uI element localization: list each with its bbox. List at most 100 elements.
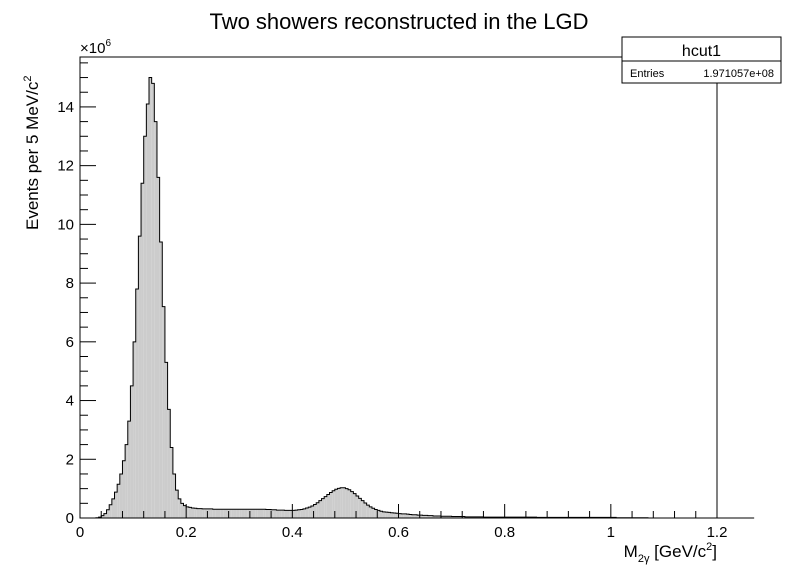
x-axis-label-sup: 2: [706, 541, 712, 553]
histogram-bin: [239, 509, 242, 518]
histogram-bin: [268, 509, 272, 518]
histogram-bin: [422, 515, 426, 518]
histogram-bin: [146, 103, 150, 518]
histogram-bin: [297, 509, 301, 518]
histogram-bin: [281, 510, 285, 518]
histogram-bin: [257, 509, 261, 518]
y-tick-label: 2: [66, 451, 74, 468]
histogram-bin: [276, 510, 280, 518]
x-axis-label-base: M: [624, 542, 638, 561]
histogram-bin: [414, 514, 418, 518]
histogram-bin: [292, 510, 295, 518]
histogram-bin: [435, 515, 439, 518]
histogram-bin: [395, 513, 399, 518]
histogram-bin: [393, 513, 396, 518]
histogram-bin: [263, 509, 266, 518]
histogram-bin: [470, 516, 473, 518]
histogram-bin: [321, 498, 325, 518]
histogram-bin: [199, 508, 203, 518]
histogram-bin: [398, 513, 402, 518]
histogram-bin: [287, 510, 290, 518]
histogram-bin: [247, 509, 250, 518]
stats-box: hcut1 Entries 1.971057e+08: [621, 36, 782, 84]
x-tick-label: 0.4: [282, 524, 303, 541]
histogram-bin: [223, 509, 226, 518]
histogram-bin: [114, 492, 118, 518]
histogram-bin: [308, 507, 311, 518]
y-tick-label: 12: [57, 158, 74, 175]
x-axis-label-close: ]: [712, 542, 717, 561]
histogram-bin: [456, 516, 460, 518]
histogram-bin: [462, 516, 465, 518]
histogram-bin: [228, 509, 232, 518]
histogram-bin: [164, 362, 168, 518]
histogram-bin: [218, 509, 221, 518]
histogram-bin: [186, 506, 189, 518]
histogram-bin: [448, 516, 452, 518]
histogram-bin: [178, 498, 181, 518]
histogram-bin: [220, 509, 224, 518]
chart-title: Two showers reconstructed in the LGD: [209, 9, 588, 34]
histogram-bin: [154, 121, 157, 518]
stats-entries-value: 1.971057e+08: [703, 68, 774, 80]
histogram-bin: [472, 516, 476, 518]
histogram-bin: [103, 513, 107, 518]
histogram-bin: [459, 516, 463, 518]
histogram-bin: [440, 516, 444, 518]
histogram-bin: [265, 509, 269, 518]
histogram-bin: [310, 505, 314, 518]
x-tick-label: 1: [607, 524, 615, 541]
histogram-bin: [409, 514, 412, 518]
histogram-bin: [236, 509, 240, 518]
histogram-bin: [151, 83, 155, 518]
histogram-bin: [149, 77, 152, 518]
histogram-bin: [249, 509, 253, 518]
x-tick-label: 1.2: [707, 524, 728, 541]
histogram-bin: [109, 504, 112, 518]
histogram-bin: [167, 409, 171, 518]
histogram-bin: [196, 508, 200, 518]
histogram-bin: [387, 512, 391, 518]
histogram-bin: [358, 498, 362, 518]
histogram-bin: [231, 509, 234, 518]
histogram-bin: [225, 509, 229, 518]
histogram-bin: [425, 515, 428, 518]
histogram-bin: [302, 508, 306, 518]
histogram-bin: [305, 508, 309, 518]
histogram-bin: [417, 515, 420, 518]
histogram-bin: [451, 516, 455, 518]
histogram-outline: [80, 77, 755, 519]
histogram-bins: [95, 77, 648, 519]
stats-box-title: hcut1: [682, 43, 721, 60]
histogram-bin: [183, 505, 187, 518]
y-multiplier: ×106: [80, 38, 111, 57]
histogram-bin: [111, 498, 115, 518]
histogram-bin: [326, 494, 330, 518]
histogram-bin: [475, 516, 479, 518]
histogram-bin: [188, 507, 192, 518]
histogram-bin: [342, 487, 346, 518]
histogram-bin: [464, 516, 468, 518]
histogram-bin: [382, 511, 386, 518]
histogram-bin: [401, 513, 404, 518]
histogram-bin: [371, 508, 375, 518]
histogram-bin: [363, 503, 367, 518]
histogram-bin: [241, 509, 245, 518]
histogram-bin: [443, 516, 447, 518]
histogram-bin: [446, 516, 449, 518]
histogram-bin: [204, 508, 208, 518]
histogram-bin: [133, 341, 136, 518]
histogram-bin: [125, 444, 128, 518]
x-axis-ticks: 0 0.2 0.4 0.6 0.8 1 1.2: [76, 504, 728, 541]
histogram-bin: [284, 510, 288, 518]
y-tick-label: 8: [66, 275, 74, 292]
histogram-bin: [127, 421, 131, 518]
x-axis-label-sub: 2γ: [638, 553, 650, 565]
histogram-bin: [215, 509, 219, 518]
histogram-bin: [172, 473, 176, 518]
x-tick-label: 0: [76, 524, 84, 541]
x-axis-label: M2γ [GeV/c2]: [624, 541, 717, 565]
y-tick-label: 0: [66, 510, 74, 527]
histogram-bin: [385, 512, 388, 518]
histogram-bin: [255, 509, 258, 518]
